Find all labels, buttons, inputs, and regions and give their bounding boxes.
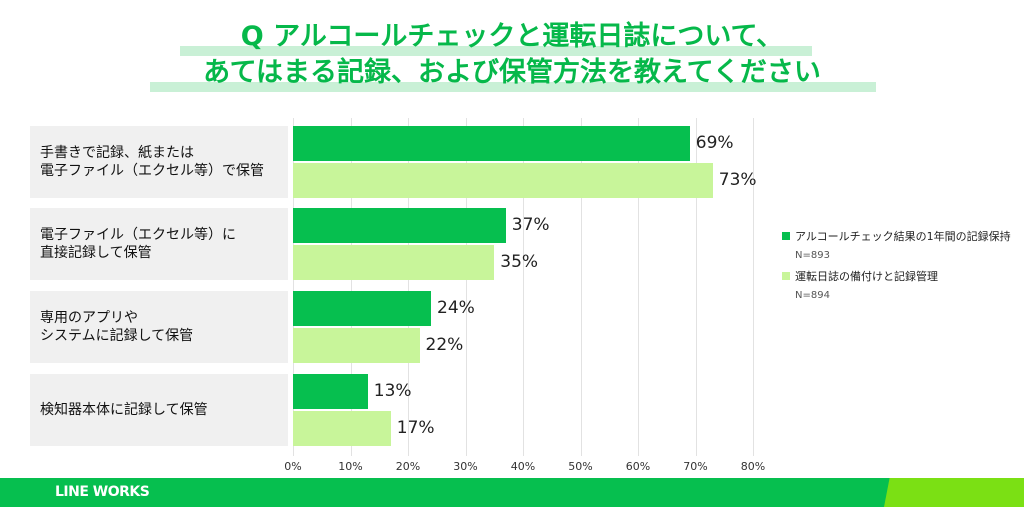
x-tick-label: 80% [740,460,766,473]
data-label: 35% [500,252,539,272]
legend-n: N=894 [795,290,830,301]
legend-label: 運転日誌の備付けと記録管理 [795,270,938,283]
legend-swatch [782,232,790,240]
x-tick-label: 40% [510,460,536,473]
gridline [465,118,467,456]
x-tick-label: 0% [284,460,302,473]
legend-label: アルコールチェック結果の1年間の記録保持 [795,230,1011,243]
legend-item: アルコールチェック結果の1年間の記録保持 N=893 [782,228,1011,261]
x-tick-label: 60% [625,460,651,473]
title-highlight [180,46,812,56]
category-label: 専用のアプリや システムに記録して保管 [30,291,288,363]
x-tick-label: 50% [568,460,593,473]
data-label: 37% [511,215,550,235]
gridline [580,118,582,456]
data-label: 22% [425,335,464,355]
category-label: 検知器本体に記録して保管 [30,374,288,446]
category-label: 電子ファイル（エクセル等）に 直接記録して保管 [30,208,288,280]
bar-alcohol-check [293,291,431,326]
category-label: 手書きで記録、紙または 電子ファイル（エクセル等）で保管 [30,126,288,198]
title-highlight [150,82,876,92]
data-label: 69% [695,133,734,153]
legend-swatch [782,272,790,280]
data-label: 17% [396,418,435,438]
data-label: 24% [437,298,475,318]
bar-alcohol-check [293,126,690,161]
footer: LINE WORKS [0,478,1024,507]
gridline [695,118,697,456]
bar-driving-log [293,411,391,446]
gridline [523,118,524,456]
x-tick-label: 70% [683,460,708,473]
x-tick-label: 30% [453,460,478,473]
gridline [408,118,409,456]
x-tick-label: 20% [395,460,421,473]
line-works-logo: LINE WORKS [55,484,150,500]
gridline [753,118,754,456]
title-line-2: あてはまる記録、および保管方法を教えてください [203,57,821,88]
bar-driving-log [293,245,495,280]
bar-driving-log [293,328,420,363]
x-tick-label: 10% [338,460,363,473]
data-label: 13% [373,381,412,401]
legend-item: 運転日誌の備付けと記録管理 N=894 [782,268,938,301]
legend-n: N=893 [795,250,830,261]
gridline [638,118,639,456]
gridline [293,118,294,456]
gridline [350,118,352,456]
bar-driving-log [293,163,713,198]
bar-alcohol-check [293,208,506,243]
title-line-1: Q アルコールチェックと運転日誌について、 [240,21,784,52]
bar-alcohol-check [293,374,368,409]
footer-accent [884,478,1024,507]
data-label: 73% [718,170,757,190]
